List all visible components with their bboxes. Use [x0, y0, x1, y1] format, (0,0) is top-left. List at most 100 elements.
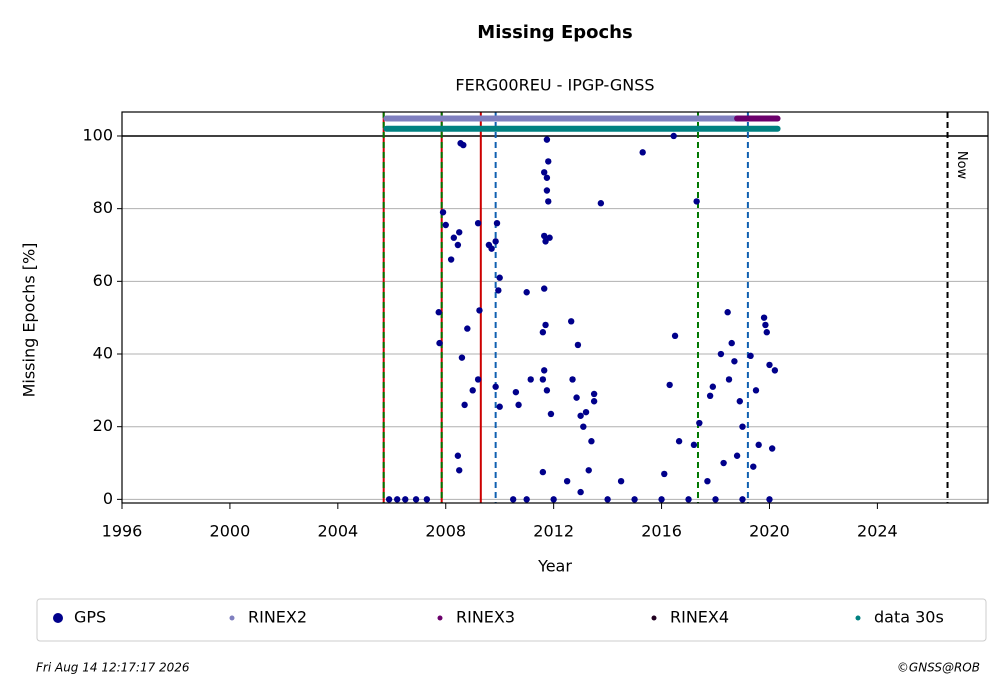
plot-frame [121, 111, 989, 504]
data-point [523, 289, 530, 296]
data-point [590, 398, 598, 405]
data-point [541, 367, 548, 374]
footer-credit: ©GNSS@ROB [897, 661, 980, 675]
data-point [675, 438, 683, 445]
data-point [768, 445, 776, 452]
data-point [685, 496, 692, 503]
data-point [563, 477, 571, 485]
data-point [631, 496, 638, 503]
data-point [731, 358, 738, 365]
data-point [666, 381, 673, 389]
data-point [750, 463, 757, 470]
x-tick-label: 2012 [533, 522, 574, 541]
data-point [496, 274, 503, 281]
data-point [580, 423, 587, 430]
chart-title: Missing Epochs [477, 22, 632, 43]
data-point [492, 383, 499, 390]
data-point [582, 408, 590, 416]
data-point [476, 307, 483, 314]
data-point [725, 376, 733, 383]
data-point [527, 376, 534, 383]
x-tick-label: 2000 [210, 522, 251, 541]
data-point [709, 383, 717, 390]
data-point [658, 496, 665, 503]
data-point [402, 496, 409, 503]
now-label: Now [954, 151, 969, 180]
data-point [574, 341, 582, 349]
footer-date: Fri Aug 14 12:17:17 2026 [36, 661, 190, 675]
data-point [763, 329, 770, 336]
x-tick-label: 2016 [641, 522, 682, 541]
data-point [755, 441, 762, 449]
data-point [546, 234, 553, 241]
data-point [693, 198, 700, 205]
data-point [543, 174, 551, 181]
data-point [706, 392, 714, 400]
data-point [747, 352, 754, 360]
data-point [766, 361, 773, 369]
data-point [435, 309, 442, 316]
data-point [458, 354, 466, 361]
data-point [436, 339, 443, 347]
legend-label: RINEX2 [248, 608, 307, 627]
data-point [760, 314, 768, 321]
data-point [547, 410, 555, 418]
legend-box [36, 598, 987, 642]
data-point [617, 477, 625, 485]
x-axis-label: Year [537, 557, 572, 576]
data-point [474, 376, 482, 383]
data-point [670, 132, 677, 140]
data-point [766, 496, 773, 503]
data-point [728, 339, 735, 347]
data-point [541, 232, 548, 240]
data-point [671, 332, 679, 340]
data-point [543, 187, 551, 194]
data-point [542, 321, 549, 329]
legend-marker [651, 615, 657, 621]
data-point [464, 325, 471, 332]
data-point [442, 221, 449, 229]
data-point [661, 470, 668, 478]
data-point [539, 468, 547, 476]
data-point [724, 309, 731, 316]
data-point [539, 376, 547, 383]
data-point [393, 496, 401, 503]
x-tick-label: 2020 [749, 522, 790, 541]
y-tick-label: 100 [82, 125, 113, 144]
data-point [461, 401, 468, 409]
data-point [496, 403, 503, 410]
data-point [569, 376, 576, 383]
x-tick-label: 1996 [102, 522, 143, 541]
data-point [541, 285, 548, 292]
data-point [474, 219, 482, 227]
legend-label: RINEX4 [670, 608, 729, 627]
data-point [577, 412, 584, 419]
data-point [454, 452, 462, 459]
data-point [573, 394, 580, 401]
data-point [423, 496, 431, 503]
data-point [469, 387, 476, 394]
data-point [493, 219, 501, 227]
data-point [720, 459, 727, 467]
data-point [696, 419, 703, 427]
data-point [539, 329, 547, 336]
legend-marker [437, 615, 443, 621]
data-point [385, 496, 393, 503]
y-tick-label: 80 [93, 198, 113, 217]
data-point [712, 496, 719, 503]
y-tick-label: 40 [93, 344, 113, 363]
x-tick-label: 2008 [425, 522, 466, 541]
data-point [545, 158, 552, 165]
data-point [456, 229, 463, 236]
data-point [550, 496, 557, 503]
data-point [762, 321, 769, 329]
data-point [454, 241, 462, 249]
y-tick-label: 20 [93, 416, 113, 435]
data-point [739, 496, 746, 503]
data-point [690, 441, 698, 449]
data-point [515, 401, 522, 409]
legend-label: RINEX3 [456, 608, 515, 627]
data-point [541, 169, 548, 176]
legend-label: data 30s [874, 608, 944, 627]
